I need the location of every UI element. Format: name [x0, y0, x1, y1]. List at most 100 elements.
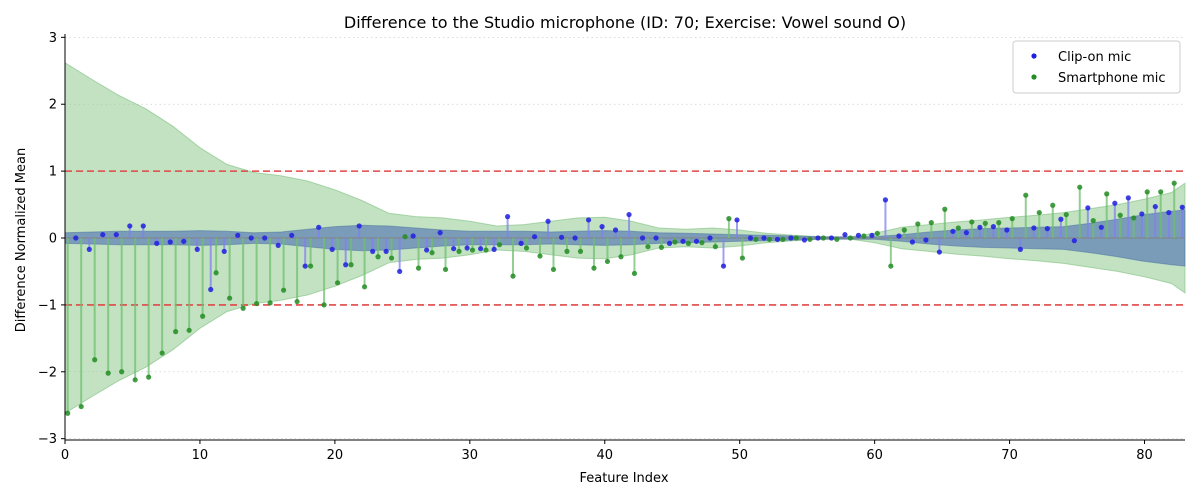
clip-on-point: [113, 232, 119, 238]
clip-on-point: [1031, 225, 1037, 231]
legend: Clip-on mic Smartphone mic: [1012, 40, 1181, 94]
y-tick-label: 3: [49, 31, 57, 46]
x-tick-label: 10: [192, 448, 209, 463]
clip-on-point: [410, 233, 416, 239]
smartphone-point: [982, 220, 988, 226]
smartphone-point: [78, 403, 84, 410]
legend-marker-clip-on: [1031, 53, 1037, 59]
clip-on-point: [1152, 203, 1158, 210]
clip-on-point: [343, 262, 349, 268]
clip-on-point: [1058, 216, 1064, 222]
smartphone-point: [658, 244, 665, 250]
clip-on-point: [572, 235, 578, 241]
smartphone-point: [1104, 191, 1110, 197]
smartphone-point: [1023, 192, 1029, 198]
smartphone-point: [1036, 209, 1042, 216]
smartphone-point: [631, 270, 638, 277]
clip-on-point: [909, 239, 916, 245]
clip-on-point: [761, 235, 767, 241]
smartphone-point: [915, 221, 921, 227]
clip-on-point: [788, 235, 794, 241]
smartphone-point: [361, 284, 368, 290]
x-tick-label: 0: [61, 448, 69, 463]
smartphone-point: [888, 263, 894, 269]
x-tick-label: 80: [1136, 448, 1153, 463]
smartphone-point: [186, 327, 192, 333]
clip-on-point: [73, 235, 79, 241]
smartphone-point: [92, 357, 98, 363]
chart-title: Difference to the Studio microphone (ID:…: [344, 13, 906, 32]
clip-on-point: [478, 246, 484, 252]
smartphone-point: [1077, 184, 1083, 190]
clip-on-point: [693, 238, 700, 244]
clip-on-point: [262, 235, 268, 241]
smartphone-point: [834, 236, 840, 242]
clip-on-point: [1004, 227, 1010, 233]
x-axis-label: Feature Index: [579, 471, 668, 486]
clip-on-point: [869, 232, 875, 238]
clip-on-point: [1085, 205, 1091, 211]
smartphone-point: [699, 240, 705, 246]
smartphone-point: [523, 245, 530, 251]
clip-on-point: [221, 248, 227, 254]
smartphone-point: [901, 227, 907, 233]
smartphone-point: [267, 300, 273, 306]
clip-on-point: [167, 239, 173, 245]
legend-label-smartphone: Smartphone mic: [1058, 71, 1166, 86]
clip-on-point: [235, 232, 241, 238]
smartphone-point: [996, 220, 1002, 226]
clip-on-point: [86, 246, 92, 252]
clip-on-point: [855, 232, 862, 238]
x-tick-label: 70: [1001, 448, 1018, 463]
smartphone-point: [861, 233, 867, 239]
smartphone-point: [726, 216, 732, 222]
clip-on-point: [666, 240, 673, 246]
smartphone-point: [146, 374, 152, 380]
smartphone-point: [159, 350, 165, 356]
x-tick-label: 50: [731, 448, 748, 463]
smartphone-point: [442, 266, 449, 273]
smartphone-point: [672, 239, 678, 245]
clip-on-point: [491, 246, 497, 252]
smartphone-point: [1117, 212, 1123, 218]
clip-on-point: [194, 246, 200, 252]
smartphone-point: [388, 255, 395, 261]
clip-on-point: [747, 235, 754, 241]
clip-on-point: [734, 217, 740, 223]
clip-on-point: [1044, 226, 1050, 232]
smartphone-point: [537, 253, 543, 259]
smartphone-point: [415, 265, 422, 271]
y-tick-label: −3: [38, 432, 57, 447]
smartphone-point: [820, 235, 826, 241]
clip-on-point: [653, 235, 659, 241]
clip-on-point: [801, 237, 808, 243]
smartphone-point: [1171, 180, 1177, 186]
smartphone-point: [173, 329, 179, 335]
smartphone-point: [281, 287, 287, 293]
smartphone-point: [577, 248, 584, 254]
smartphone-point: [321, 302, 327, 308]
clip-on-point: [599, 224, 605, 230]
y-tick-label: 1: [49, 165, 57, 180]
smartphone-point: [753, 236, 759, 242]
clip-on-point: [990, 224, 996, 230]
clip-on-point: [248, 235, 254, 241]
clip-on-point: [531, 234, 538, 240]
clip-on-point: [181, 238, 187, 244]
legend-marker-smartphone: [1031, 74, 1037, 80]
clip-on-point: [464, 245, 470, 251]
clip-on-point: [370, 248, 376, 254]
smartphone-point: [712, 244, 719, 250]
clip-on-point: [558, 234, 565, 240]
smartphone-point: [591, 265, 597, 271]
y-tick-label: 2: [49, 98, 57, 113]
smartphone-point: [510, 273, 516, 279]
series-layer: [65, 180, 1185, 416]
smartphone-point: [874, 230, 880, 236]
smartphone-point: [780, 236, 786, 242]
clip-on-point: [828, 235, 835, 241]
smartphone-point: [928, 220, 934, 226]
